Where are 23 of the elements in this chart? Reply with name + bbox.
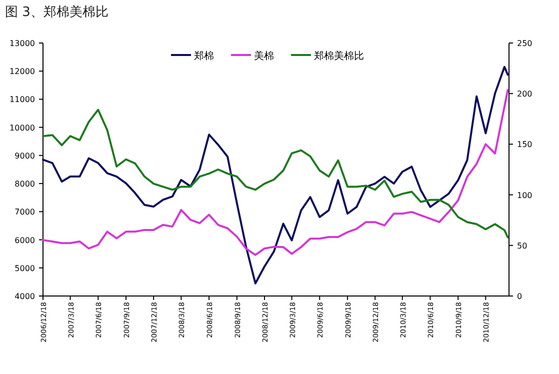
y2-tick-label: 0 [517,292,522,301]
y2-tick-label: 100 [517,190,532,200]
y-tick-label: 8000 [14,180,35,189]
legend-label: 郑棉 [194,50,214,62]
y-tick-label: 4000 [14,292,35,301]
y-tick-label: 9000 [14,151,35,160]
line-series [42,88,509,256]
y-tick-label: 5000 [14,264,35,273]
line-series [42,108,509,238]
line-series [42,66,509,284]
chart-title: 图 3、郑棉美棉比 [5,4,108,20]
y-tick-label: 10000 [10,123,35,132]
y2-tick-label: 200 [517,90,532,99]
y2-tick-label: 50 [517,241,528,250]
y-tick-label: 6000 [14,236,35,245]
y-tick-label: 11000 [10,95,35,104]
y2-tick-label: 250 [517,39,532,48]
y-tick-label: 7000 [14,208,35,217]
y-tick-label: 12000 [10,67,35,76]
legend-label: 美棉 [254,50,274,62]
y-tick-label: 13000 [10,39,35,48]
legend-label: 郑棉美棉比 [314,50,364,62]
y2-tick-label: 150 [517,140,532,150]
